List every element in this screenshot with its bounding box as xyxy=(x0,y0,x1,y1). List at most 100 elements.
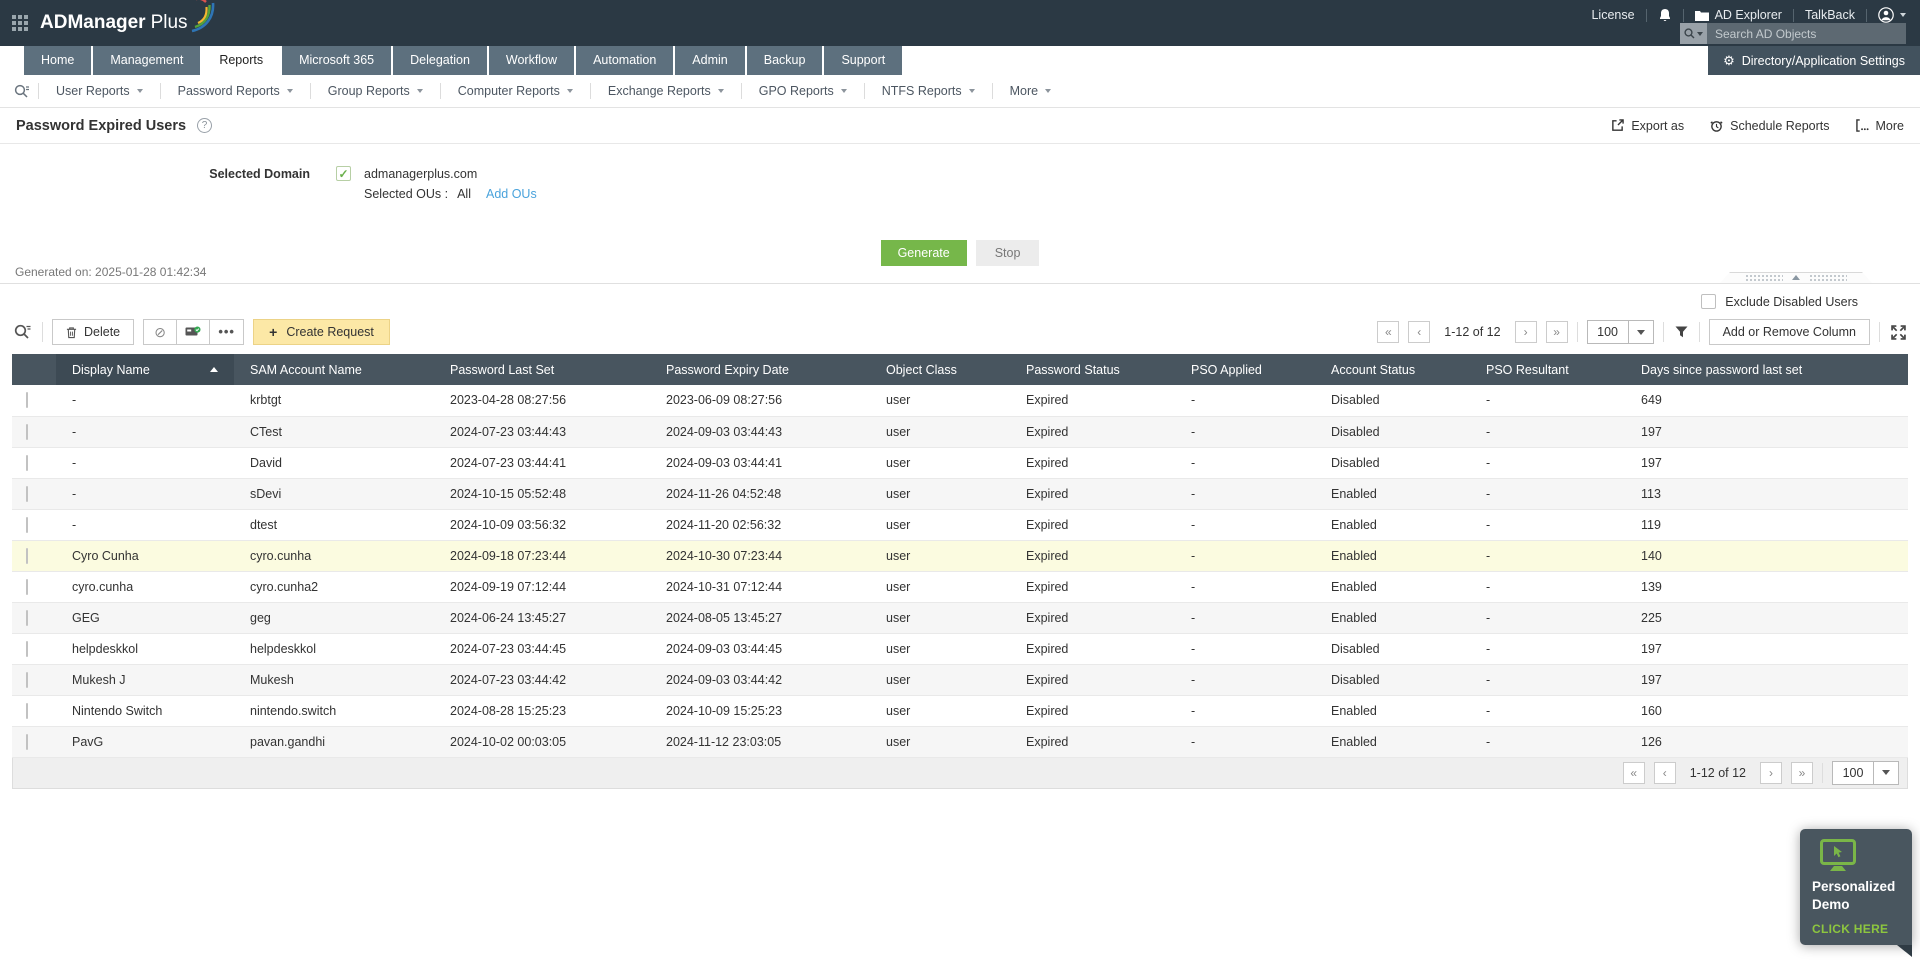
footer-last-page-button[interactable]: » xyxy=(1791,761,1813,784)
report-search-icon[interactable] xyxy=(10,84,38,99)
tab-backup[interactable]: Backup xyxy=(746,46,823,75)
user-account-menu[interactable] xyxy=(1878,7,1906,23)
license-link[interactable]: License xyxy=(1591,8,1635,22)
search-scope-button[interactable] xyxy=(1680,23,1707,44)
cell-password_last_set: 2024-07-23 03:44:41 xyxy=(434,447,650,479)
row-checkbox[interactable] xyxy=(26,702,28,719)
table-row[interactable]: Cyro Cunha cyro.cunha 2024-09-18 07:23:44 2… xyxy=(12,540,1908,572)
column-header-sam-account-name[interactable]: SAM Account Name xyxy=(234,354,434,385)
row-checkbox[interactable] xyxy=(26,423,28,440)
tab-workflow[interactable]: Workflow xyxy=(488,46,575,75)
notifications-bell-icon[interactable] xyxy=(1658,8,1672,22)
tab-automation[interactable]: Automation xyxy=(576,46,674,75)
ad-explorer-link[interactable]: AD Explorer xyxy=(1694,8,1782,22)
demo-click-here-link[interactable]: CLICK HERE xyxy=(1812,922,1889,937)
add-remove-column-button[interactable]: Add or Remove Column xyxy=(1708,319,1870,345)
column-header-days-since-password-last-set[interactable]: Days since password last set xyxy=(1625,354,1908,385)
table-row[interactable]: helpdeskkol helpdeskkol 2024-07-23 03:44:4… xyxy=(12,633,1908,665)
table-row[interactable]: Mukesh J Mukesh 2024-07-23 03:44:42 2024-09… xyxy=(12,664,1908,696)
personalized-demo-badge[interactable]: Personalized Demo CLICK HERE xyxy=(1800,829,1912,957)
fullscreen-icon[interactable] xyxy=(1889,324,1908,340)
tab-microsoft-365[interactable]: Microsoft 365 xyxy=(282,46,392,75)
column-header-pso-applied[interactable]: PSO Applied xyxy=(1175,354,1315,385)
column-header-display-name[interactable]: Display Name xyxy=(56,354,234,385)
cell-account_status: Enabled xyxy=(1315,540,1470,572)
search-ad-objects-input[interactable] xyxy=(1707,23,1906,44)
export-as-button[interactable]: Export as xyxy=(1611,119,1684,133)
footer-next-page-button[interactable]: › xyxy=(1760,761,1782,784)
cell-password_status: Expired xyxy=(1010,416,1175,448)
column-header-account-status[interactable]: Account Status xyxy=(1315,354,1470,385)
column-header-password-last-set[interactable]: Password Last Set xyxy=(434,354,650,385)
schedule-reports-button[interactable]: Schedule Reports xyxy=(1710,119,1830,133)
directory-application-settings-button[interactable]: ⚙ Directory/Application Settings xyxy=(1708,46,1920,75)
report-nav-password-reports[interactable]: Password Reports xyxy=(159,83,310,99)
domain-checkbox[interactable]: ✓ xyxy=(336,166,351,181)
table-search-icon[interactable] xyxy=(12,324,33,340)
table-row[interactable]: cyro.cunha cyro.cunha2 2024-09-19 07:12:44… xyxy=(12,571,1908,603)
table-row[interactable]: GEG geg 2024-06-24 13:45:27 2024-08-05 13:4… xyxy=(12,602,1908,634)
create-request-button[interactable]: + Create Request xyxy=(253,319,390,345)
add-ous-link[interactable]: Add OUs xyxy=(485,187,537,201)
cell-display_name: Mukesh J xyxy=(56,664,234,696)
column-header-password-expiry-date[interactable]: Password Expiry Date xyxy=(650,354,870,385)
report-nav-exchange-reports[interactable]: Exchange Reports xyxy=(589,83,741,99)
cell-account_status: Enabled xyxy=(1315,602,1470,634)
report-nav-user-reports[interactable]: User Reports xyxy=(38,83,160,99)
table-row[interactable]: - David 2024-07-23 03:44:41 2024-09-03 03:4… xyxy=(12,447,1908,479)
page-size-select[interactable]: 100 xyxy=(1586,320,1654,344)
row-checkbox[interactable] xyxy=(26,547,28,564)
tab-admin[interactable]: Admin xyxy=(675,46,745,75)
row-checkbox[interactable] xyxy=(26,578,28,595)
row-checkbox[interactable] xyxy=(26,640,28,657)
report-nav-ntfs-reports[interactable]: NTFS Reports xyxy=(863,83,992,99)
footer-first-page-button[interactable]: « xyxy=(1622,761,1645,784)
row-checkbox[interactable] xyxy=(26,671,28,688)
row-checkbox[interactable] xyxy=(26,609,28,626)
filter-icon[interactable] xyxy=(1673,326,1690,338)
collapse-panel-handle[interactable] xyxy=(1720,272,1872,283)
column-header-password-status[interactable]: Password Status xyxy=(1010,354,1175,385)
next-page-button[interactable]: › xyxy=(1514,321,1537,343)
report-nav-gpo-reports[interactable]: GPO Reports xyxy=(740,83,864,99)
app-grid-icon[interactable] xyxy=(12,15,28,31)
table-row[interactable]: - krbtgt 2023-04-28 08:27:56 2023-06-09 08:… xyxy=(12,385,1908,417)
first-page-button[interactable]: « xyxy=(1377,321,1400,343)
column-header-object-class[interactable]: Object Class xyxy=(870,354,1010,385)
smart-card-status-icon[interactable] xyxy=(177,320,211,344)
table-row[interactable]: - CTest 2024-07-23 03:44:43 2024-09-03 03:4… xyxy=(12,416,1908,448)
tab-reports[interactable]: Reports xyxy=(202,46,281,75)
disable-account-icon[interactable]: ⊘ xyxy=(144,320,178,344)
help-icon[interactable]: ? xyxy=(197,118,213,133)
row-checkbox[interactable] xyxy=(26,454,28,471)
report-nav-computer-reports[interactable]: Computer Reports xyxy=(439,83,590,99)
report-nav-group-reports[interactable]: Group Reports xyxy=(309,83,440,99)
generate-button[interactable]: Generate xyxy=(880,240,967,266)
row-checkbox[interactable] xyxy=(26,392,28,409)
last-page-button[interactable]: » xyxy=(1545,321,1568,343)
tab-delegation[interactable]: Delegation xyxy=(393,46,487,75)
prev-page-button[interactable]: ‹ xyxy=(1408,321,1431,343)
more-row-actions-icon[interactable]: ••• xyxy=(218,323,235,339)
row-checkbox[interactable] xyxy=(26,516,28,533)
tab-home[interactable]: Home xyxy=(24,46,92,75)
cell-sam_account_name: cyro.cunha xyxy=(234,540,434,572)
column-header-pso-resultant[interactable]: PSO Resultant xyxy=(1470,354,1625,385)
row-checkbox[interactable] xyxy=(26,733,28,750)
more-actions-button[interactable]: More xyxy=(1855,119,1904,133)
table-row[interactable]: - dtest 2024-10-09 03:56:32 2024-11-20 02:5… xyxy=(12,509,1908,541)
exclude-disabled-users-checkbox[interactable] xyxy=(1701,294,1717,309)
tab-support[interactable]: Support xyxy=(824,46,903,75)
table-row[interactable]: PavG pavan.gandhi 2024-10-02 00:03:05 2024-… xyxy=(12,726,1908,758)
stop-button[interactable]: Stop xyxy=(975,240,1040,266)
tab-management[interactable]: Management xyxy=(93,46,201,75)
table-row[interactable]: - sDevi 2024-10-15 05:52:48 2024-11-26 04:5… xyxy=(12,478,1908,510)
footer-page-size-select[interactable]: 100 xyxy=(1832,760,1899,785)
report-nav-more[interactable]: More xyxy=(991,83,1068,99)
talkback-link[interactable]: TalkBack xyxy=(1804,8,1855,22)
table-row[interactable]: Nintendo Switch nintendo.switch 2024-08-28… xyxy=(12,695,1908,727)
row-checkbox[interactable] xyxy=(26,485,28,502)
cell-object_class: user xyxy=(870,509,1010,541)
delete-button[interactable]: Delete xyxy=(52,319,135,345)
footer-prev-page-button[interactable]: ‹ xyxy=(1653,761,1676,784)
